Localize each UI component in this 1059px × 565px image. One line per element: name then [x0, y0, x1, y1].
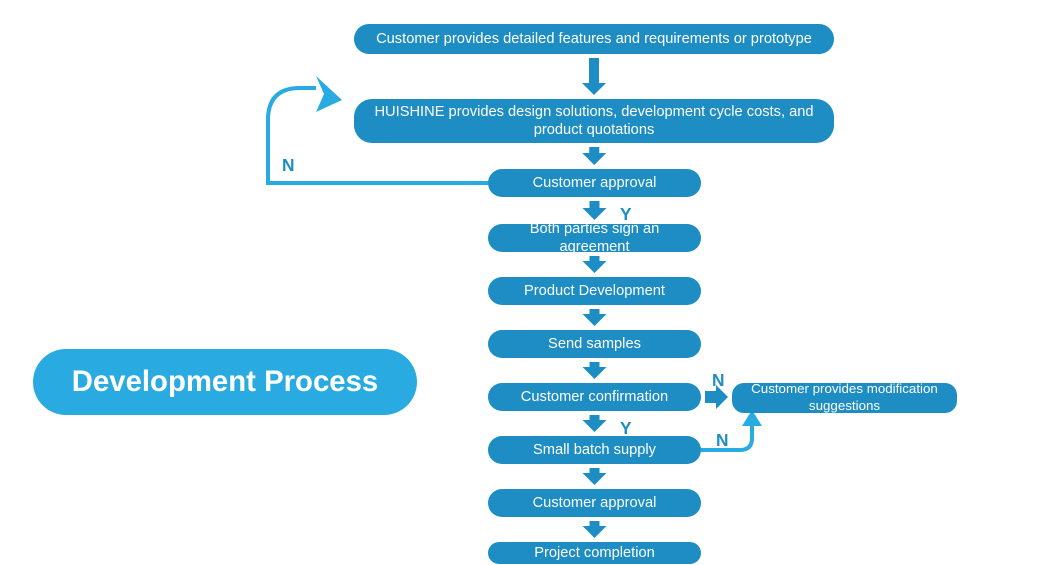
branch-label: Y — [620, 418, 632, 439]
title-badge: Development Process — [33, 349, 417, 415]
flow-node-n8: Small batch supply — [488, 436, 701, 464]
down-arrow-icon — [583, 309, 607, 326]
down-arrow-icon — [582, 58, 606, 95]
down-arrow-icon — [583, 468, 607, 485]
down-arrow-icon — [583, 415, 607, 432]
down-arrow-icon — [583, 521, 607, 538]
branch-label: N — [282, 155, 295, 176]
flow-node-n1: Customer provides detailed features and … — [354, 24, 834, 54]
down-arrow-icon — [583, 256, 607, 273]
down-arrow-icon — [583, 362, 607, 379]
flow-node-n10: Project completion — [488, 542, 701, 564]
flow-node-n6: Send samples — [488, 330, 701, 358]
flow-node-n7: Customer confirmation — [488, 383, 701, 411]
branch-label: Y — [620, 204, 632, 225]
flow-node-n4: Both parties sign an agreement — [488, 224, 701, 252]
down-arrow-icon — [583, 201, 607, 220]
flow-node-n5: Product Development — [488, 277, 701, 305]
flow-node-nS: Customer provides modification suggestio… — [732, 383, 957, 413]
flow-node-n3: Customer approval — [488, 169, 701, 197]
branch-label: N — [716, 430, 729, 451]
flow-node-n2: HUISHINE provides design solutions, deve… — [354, 99, 834, 143]
return-arrow-head-icon — [316, 76, 342, 112]
flow-node-n9: Customer approval — [488, 489, 701, 517]
down-arrow-icon — [582, 147, 606, 165]
branch-label: N — [712, 370, 725, 391]
